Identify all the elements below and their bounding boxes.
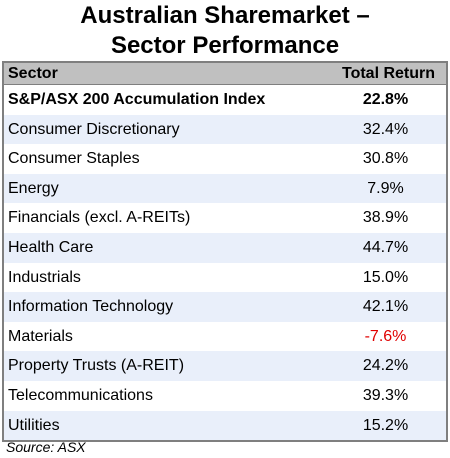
sector-performance-table: Sector Total Return S&P/ASX 200 Accumula…	[2, 61, 448, 443]
total-return-cell: 15.2%	[362, 416, 409, 434]
sector-cell: Energy	[8, 179, 59, 197]
total-return-cell: 7.9%	[367, 179, 404, 197]
chart-title-line-2: Sector Performance	[110, 32, 340, 59]
sector-cell: Information Technology	[8, 298, 174, 316]
total-return-cell: 38.9%	[362, 209, 409, 227]
total-return-cell: 44.7%	[362, 238, 409, 256]
total-return-cell: 30.8%	[362, 150, 409, 168]
chart-title: Australian Sharemarket – Sector Performa…	[0, 0, 450, 61]
total-return-cell: 15.0%	[362, 268, 409, 286]
sector-cell: Consumer Staples	[8, 150, 140, 168]
sector-cell: Industrials	[8, 268, 81, 286]
table-row: Property Trusts (A-REIT) 24.2%	[4, 351, 446, 381]
table-body: S&P/ASX 200 Accumulation Index 22.8% Consu…	[4, 85, 446, 441]
table-header-row: Sector Total Return	[4, 63, 446, 85]
sector-cell: Utilities	[8, 416, 60, 434]
total-return-cell: 42.1%	[362, 298, 409, 316]
table-row: Financials (excl. A-REITs) 38.9%	[4, 203, 446, 233]
table-row: Information Technology 42.1%	[4, 292, 446, 322]
index-row: S&P/ASX 200 Accumulation Index 22.8%	[4, 85, 446, 115]
column-header-sector: Sector	[8, 65, 58, 82]
sector-cell: Health Care	[8, 238, 94, 256]
column-header-total-return: Total Return	[341, 65, 436, 82]
sector-cell: Telecommunications	[8, 386, 153, 404]
chart-title-line-1: Australian Sharemarket –	[80, 2, 370, 29]
table-row: Utilities 15.2%	[4, 410, 446, 441]
sector-cell: S&P/ASX 200 Accumulation Index	[8, 91, 266, 108]
total-return-cell: -7.6%	[364, 327, 407, 345]
sector-cell: Property Trusts (A-REIT)	[8, 357, 185, 375]
sector-cell: Financials (excl. A-REITs)	[8, 209, 191, 227]
table-row: Health Care 44.7%	[4, 232, 446, 263]
total-return-cell: 32.4%	[362, 120, 409, 138]
sector-cell: Consumer Discretionary	[8, 120, 180, 138]
total-return-cell: 24.2%	[362, 357, 409, 375]
table-row: Consumer Staples 30.8%	[4, 144, 446, 174]
sector-cell: Materials	[8, 327, 73, 345]
table-row: Industrials 15.0%	[4, 263, 446, 293]
table-row: Consumer Discretionary 32.4%	[4, 114, 446, 145]
table-row: Telecommunications 39.3%	[4, 381, 446, 411]
table-row: Energy 7.9%	[4, 173, 446, 204]
table-row: Materials -7.6%	[4, 322, 446, 352]
total-return-cell: 22.8%	[362, 91, 409, 108]
source-note: Source: ASX	[6, 439, 86, 455]
total-return-cell: 39.3%	[362, 386, 409, 404]
